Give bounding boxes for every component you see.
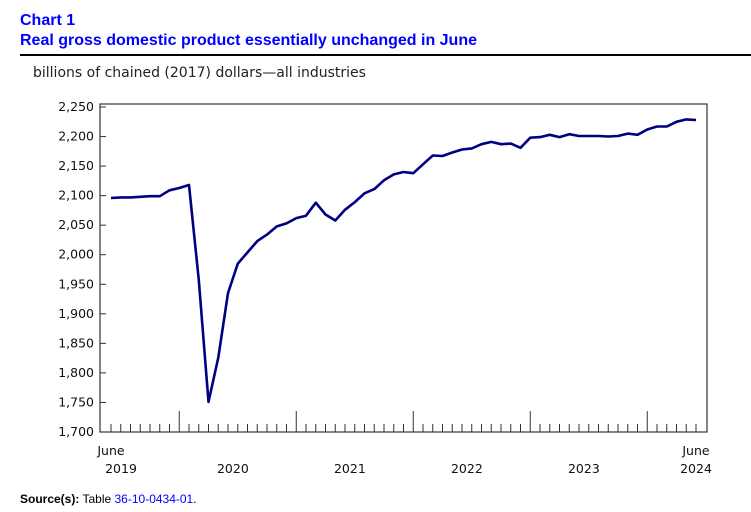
- y-tick-label: 1,800: [58, 365, 94, 380]
- x-label-year: 2024: [680, 461, 712, 476]
- y-tick-label: 1,750: [58, 394, 94, 409]
- y-tick-label: 2,200: [58, 129, 94, 144]
- x-label-start-month: June: [96, 443, 125, 458]
- y-tick-label: 1,850: [58, 335, 94, 350]
- x-label-year: 2023: [568, 461, 600, 476]
- y-tick-label: 1,950: [58, 276, 94, 291]
- y-tick-label: 1,900: [58, 306, 94, 321]
- y-tick-label: 2,250: [58, 99, 94, 114]
- x-label-year: 2020: [217, 461, 249, 476]
- y-tick-label: 2,150: [58, 158, 94, 173]
- source-suffix: .: [193, 492, 197, 506]
- y-tick-label: 1,700: [58, 424, 94, 439]
- title-rule: [20, 54, 751, 56]
- x-label-year: 2022: [451, 461, 483, 476]
- source-label: Source(s):: [20, 492, 80, 506]
- plot-frame: [99, 103, 708, 433]
- source-prefix: Table: [82, 492, 112, 506]
- x-label-end-month: June: [681, 443, 710, 458]
- y-axis-label: billions of chained (2017) dollars—all i…: [33, 65, 366, 81]
- source-note: Source(s): Table 36-10-0434-01.: [20, 492, 197, 506]
- source-table-link[interactable]: 36-10-0434-01: [114, 492, 194, 506]
- x-label-year: 2019: [105, 461, 137, 476]
- y-tick-label: 2,050: [58, 217, 94, 232]
- y-tick-label: 2,000: [58, 247, 94, 262]
- gdp-series-line: [110, 118, 697, 404]
- chart-number: Chart 1: [20, 12, 76, 29]
- y-tick-label: 2,100: [58, 188, 94, 203]
- x-label-year: 2021: [334, 461, 366, 476]
- chart-title: Real gross domestic product essentially …: [20, 32, 477, 49]
